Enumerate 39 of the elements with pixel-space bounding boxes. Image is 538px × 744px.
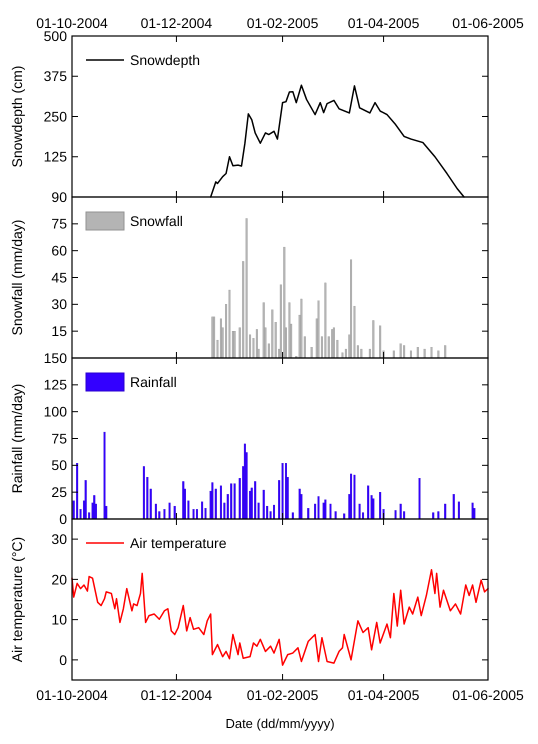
y-axis-title: Snowdepth (cm) xyxy=(9,66,25,168)
y-tick-label: 90 xyxy=(51,188,68,205)
y-tick-label: 0 xyxy=(59,652,68,668)
x2-tick-label: 01-04-2005 xyxy=(348,15,420,31)
x2-tick-label: 01-02-2005 xyxy=(246,15,319,31)
y-tick-label: 375 xyxy=(44,68,68,84)
line-series xyxy=(71,568,489,666)
x2-tick-label: 01-12-2004 xyxy=(140,15,212,31)
y-tick-label: 60 xyxy=(51,242,68,259)
x-tick-label: 01-10-2004 xyxy=(36,687,108,703)
x2-tick-label: 01-06-2005 xyxy=(452,15,524,31)
legend-label: Snowfall xyxy=(130,212,183,229)
y-tick-label: 125 xyxy=(44,148,68,165)
y-tick-label: 30 xyxy=(51,296,68,312)
y-tick-label: 30 xyxy=(51,531,68,548)
y-tick-label: 250 xyxy=(44,108,68,124)
y-tick-label: 125 xyxy=(44,376,68,393)
x-tick-label: 01-06-2005 xyxy=(452,687,524,703)
y-tick-label: 75 xyxy=(51,430,68,446)
y-tick-label: 0 xyxy=(59,510,68,527)
x-tick-label: 01-04-2005 xyxy=(348,687,420,703)
y-tick-label: 100 xyxy=(44,404,68,420)
y-tick-label: 150 xyxy=(44,350,68,366)
y-tick-label: 15 xyxy=(51,323,68,340)
x-tick-label: 01-02-2005 xyxy=(246,687,319,703)
y-tick-label: 75 xyxy=(51,216,68,232)
y-axis-title: Rainfall (mm/day) xyxy=(9,384,25,494)
legend-label: Snowdepth xyxy=(130,52,200,68)
y-tick-label: 45 xyxy=(51,269,68,286)
y-tick-label: 10 xyxy=(51,612,68,628)
y-tick-label: 50 xyxy=(51,457,68,474)
legend-label: Rainfall xyxy=(130,374,177,390)
x-tick-label: 01-12-2004 xyxy=(140,687,212,703)
x-axis-title: Date (dd/mm/yyyy) xyxy=(225,716,335,731)
y-tick-label: 25 xyxy=(51,484,68,500)
y-tick-label: 20 xyxy=(51,571,68,588)
y-axis-title: Air temperature (°C) xyxy=(9,536,25,662)
legend-label: Air temperature xyxy=(130,534,227,551)
y-axis-title: Snowfall (mm/day) xyxy=(9,220,25,336)
